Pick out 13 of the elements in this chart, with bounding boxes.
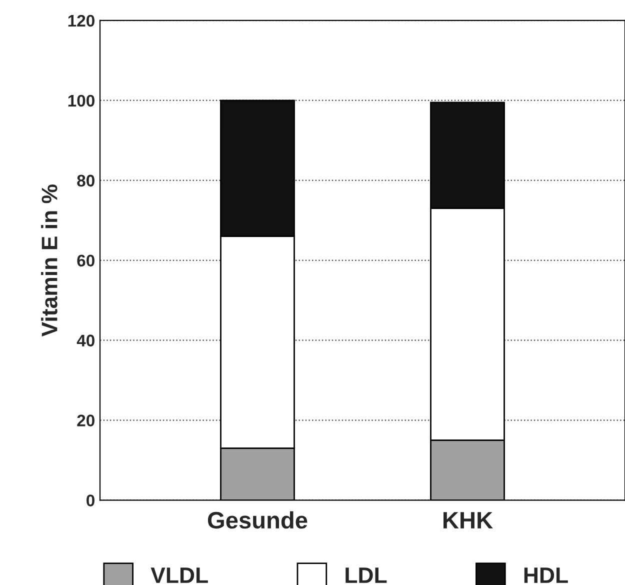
- y-tick-label: 60: [77, 254, 94, 267]
- x-tick-label: Gesunde: [208, 511, 308, 529]
- legend-label: HDL: [524, 568, 568, 583]
- y-tick-label: 40: [76, 334, 94, 346]
- legend-label: LDL: [346, 568, 387, 583]
- y-tick-label: 80: [77, 174, 94, 187]
- y-tick-label: 0: [86, 494, 94, 506]
- y-tick-label: 20: [77, 414, 94, 426]
- y-axis-title: Vitamin E in %: [41, 184, 58, 337]
- x-tick-label: KHK: [444, 512, 493, 528]
- y-tick-label: 100: [68, 94, 94, 107]
- legend-label: VLDL: [150, 568, 208, 583]
- y-tick-label: 120: [68, 14, 94, 27]
